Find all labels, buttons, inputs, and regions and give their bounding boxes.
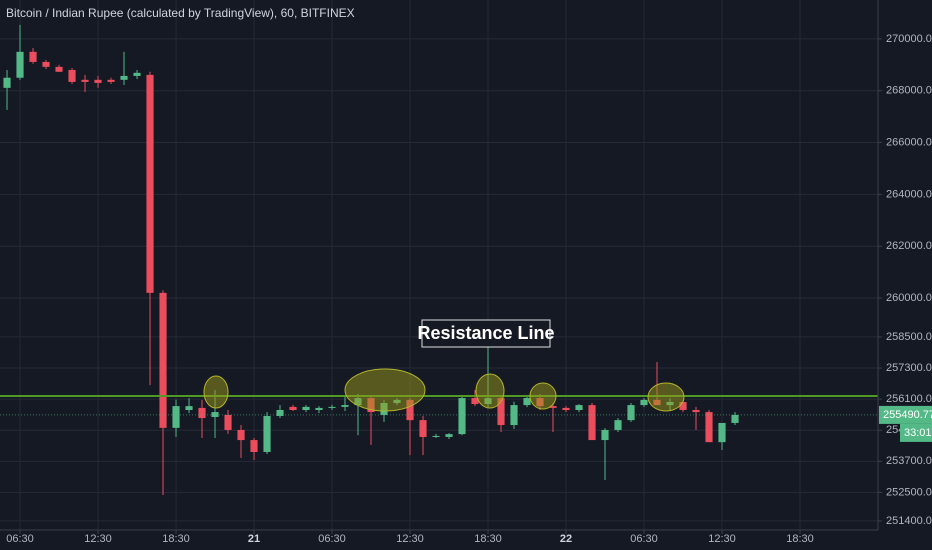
candle-body — [315, 407, 323, 411]
candle-body — [94, 79, 102, 83]
y-tick-label: 266000.00 — [886, 136, 932, 148]
candle-body — [640, 399, 648, 406]
candle-body — [107, 79, 115, 82]
y-tick-label: 264000.00 — [886, 188, 932, 200]
candle-body — [120, 75, 128, 80]
x-tick-label: 12:30 — [708, 533, 736, 545]
highlight — [647, 382, 685, 412]
y-tick-label: 270000.00 — [886, 33, 932, 45]
candle-body — [237, 429, 245, 441]
candle-body — [601, 429, 609, 441]
candle-body — [42, 61, 50, 67]
candle-body — [55, 66, 63, 72]
y-tick-label: 268000.00 — [886, 85, 932, 97]
x-tick-label: 06:30 — [6, 533, 34, 545]
annotation: Resistance Line — [417, 323, 554, 343]
candle-body — [276, 410, 284, 416]
axes: 270000.00 268000.00 266000.00 264000.00 2620… — [0, 33, 932, 545]
y-tick-label: 262000.00 — [886, 240, 932, 252]
candle-body — [289, 406, 297, 411]
candle-body — [471, 398, 479, 405]
candle-body — [679, 401, 687, 411]
candle-body — [250, 440, 258, 452]
candle-body — [341, 405, 349, 407]
chart-title: Bitcoin / Indian Rupee (calculated by Tr… — [6, 6, 355, 20]
candle-body — [81, 79, 89, 82]
candle-body — [562, 407, 570, 411]
y-tick-label: 253700.00 — [886, 455, 932, 467]
candle-body — [445, 434, 453, 437]
candle-body — [419, 420, 427, 437]
candle-body — [159, 292, 167, 428]
candle-body — [68, 69, 76, 82]
plot — [0, 24, 878, 496]
candle-body — [627, 405, 635, 421]
last-price-label: 255490.77 — [883, 409, 932, 421]
candle-body — [497, 398, 505, 426]
candle-body — [211, 412, 219, 418]
candle-body — [718, 422, 726, 443]
highlight — [529, 382, 557, 410]
highlight — [475, 373, 505, 409]
candle-body — [224, 414, 232, 430]
highlights — [203, 368, 685, 412]
candle-body — [692, 410, 700, 413]
last-price-box — [879, 405, 932, 424]
candle-body — [588, 405, 596, 441]
y-tick-label: 260000.00 — [886, 292, 932, 304]
candle-body — [263, 415, 271, 452]
candle-body — [133, 72, 141, 76]
candle-body — [406, 399, 414, 421]
candle-body — [614, 420, 622, 430]
x-tick-label: 18:30 — [474, 533, 502, 545]
candle-body — [575, 405, 583, 411]
x-tick-label: 06:30 — [318, 533, 346, 545]
candle-body — [3, 77, 11, 88]
x-tick-label: 21 — [248, 533, 260, 545]
candle-body — [458, 398, 466, 435]
candle-body — [29, 51, 37, 62]
y-tick-label: 251400.00 — [886, 515, 932, 527]
candle-body — [432, 435, 440, 437]
x-tick-label: 12:30 — [396, 533, 424, 545]
x-tick-label: 22 — [560, 533, 572, 545]
highlight — [344, 368, 426, 412]
candle-body — [16, 51, 24, 78]
candle-body — [731, 414, 739, 423]
x-tick-label: 06:30 — [630, 533, 658, 545]
candle-body — [198, 407, 206, 419]
candle-body — [510, 405, 518, 426]
highlight — [203, 375, 229, 409]
y-tick-label: 252500.00 — [886, 486, 932, 498]
y-tick-label: 257300.00 — [886, 362, 932, 374]
annotation-box — [421, 319, 551, 348]
y-tick-label: 256100.00 — [886, 393, 932, 405]
candle-body — [328, 406, 336, 408]
countdown-label: 33:01 — [904, 427, 932, 439]
candle-body — [523, 398, 531, 406]
y-tick-label: 258500.00 — [886, 331, 932, 343]
grid — [0, 0, 878, 530]
candle-body — [146, 74, 154, 293]
x-tick-label: 12:30 — [84, 533, 112, 545]
x-tick-label: 18:30 — [162, 533, 190, 545]
candle-body — [185, 406, 193, 411]
candle-body — [172, 406, 180, 428]
countdown-box — [900, 423, 932, 442]
candle-body — [302, 406, 310, 411]
x-tick-label: 18:30 — [786, 533, 814, 545]
candle-body — [549, 406, 557, 408]
candle-body — [705, 412, 713, 443]
